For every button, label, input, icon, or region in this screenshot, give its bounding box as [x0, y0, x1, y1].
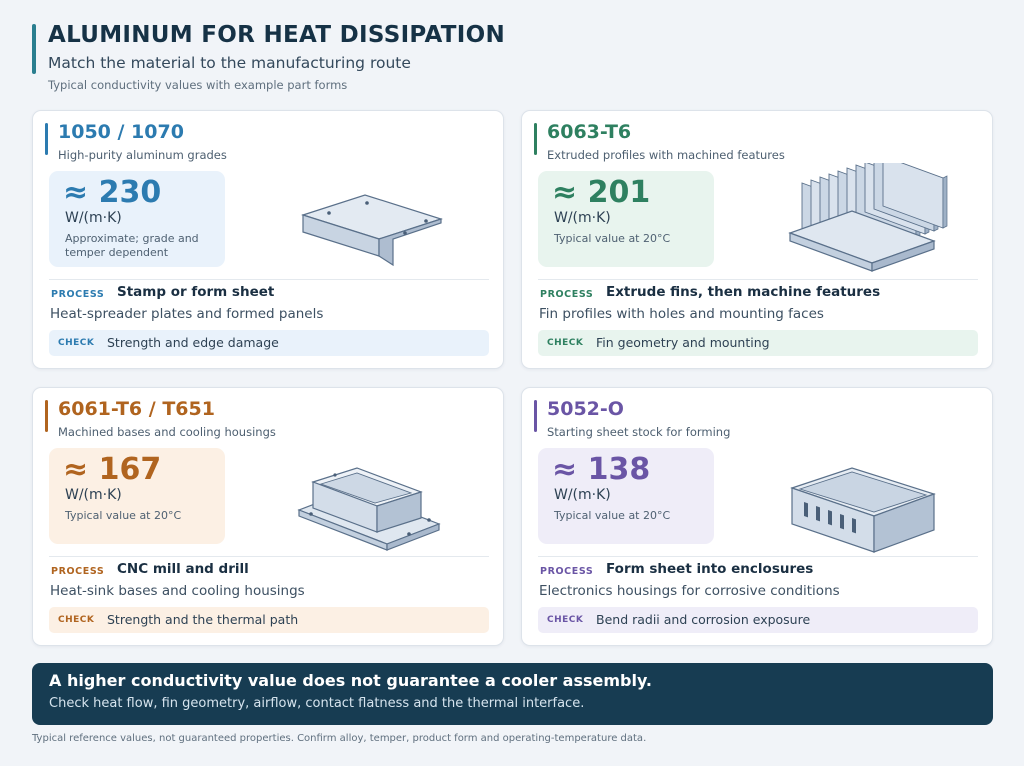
conductivity-box: ≈ 138 W/(m·K) Typical value at 20°C	[538, 448, 714, 544]
card-6063-t6: 6063-T6 Extruded profiles with machined …	[521, 110, 993, 369]
check-label: CHECK	[58, 338, 95, 348]
conductivity-box: ≈ 230 W/(m·K) Approximate; grade and tem…	[49, 171, 225, 267]
conductivity-value: ≈ 201	[552, 175, 651, 210]
page-title: ALUMINUM FOR HEAT DISSIPATION	[48, 22, 506, 48]
card-accent-bar	[45, 400, 48, 432]
callout-title: A higher conductivity value does not gua…	[49, 671, 653, 690]
card-accent-bar	[534, 400, 537, 432]
process-method: Extrude fins, then machine features	[606, 284, 881, 300]
page-header: ALUMINUM FOR HEAT DISSIPATION Match the …	[32, 22, 932, 94]
check-row: CHECK Bend radii and corrosion exposure	[538, 607, 978, 633]
page-subtitle: Match the material to the manufacturing …	[48, 54, 411, 72]
conductivity-unit: W/(m·K)	[554, 210, 611, 226]
callout-text: Check heat flow, fin geometry, airflow, …	[49, 696, 585, 711]
check-row: CHECK Strength and edge damage	[49, 330, 489, 356]
check-text: Bend radii and corrosion exposure	[596, 612, 811, 627]
page-caption: Typical conductivity values with example…	[48, 78, 348, 92]
check-row: CHECK Strength and the thermal path	[49, 607, 489, 633]
process-description: Fin profiles with holes and mounting fac…	[539, 306, 824, 322]
conductivity-box: ≈ 201 W/(m·K) Typical value at 20°C	[538, 171, 714, 267]
header-accent-bar	[32, 24, 36, 74]
process-label: PROCESS	[51, 289, 105, 300]
conductivity-unit: W/(m·K)	[554, 487, 611, 503]
check-text: Fin geometry and mounting	[596, 335, 770, 350]
process-method: CNC mill and drill	[117, 561, 249, 577]
process-label: PROCESS	[540, 566, 594, 577]
card-1050-1070: 1050 / 1070 High-purity aluminum grades …	[32, 110, 504, 369]
formed-plate-icon	[301, 194, 443, 267]
conductivity-unit: W/(m·K)	[65, 487, 122, 503]
check-label: CHECK	[547, 338, 584, 348]
card-title: 5052-O	[547, 398, 624, 420]
conductivity-note: Typical value at 20°C	[554, 232, 671, 245]
card-divider	[538, 279, 978, 280]
card-title: 6061-T6 / T651	[58, 398, 215, 420]
card-subtitle: Extruded profiles with machined features	[547, 148, 785, 162]
card-5052-o: 5052-O Starting sheet stock for forming …	[521, 387, 993, 646]
card-title: 6063-T6	[547, 121, 632, 143]
card-divider	[49, 556, 489, 557]
key-takeaway-callout: A higher conductivity value does not gua…	[32, 663, 993, 725]
card-title: 1050 / 1070	[58, 121, 184, 143]
conductivity-note: Approximate; grade and temper dependent	[65, 232, 199, 259]
heat-sink-fins-icon	[788, 163, 948, 272]
process-label: PROCESS	[51, 566, 105, 577]
conductivity-value: ≈ 167	[63, 452, 162, 487]
conductivity-note: Typical value at 20°C	[65, 509, 182, 522]
conductivity-box: ≈ 167 W/(m·K) Typical value at 20°C	[49, 448, 225, 544]
footer-disclaimer: Typical reference values, not guaranteed…	[32, 733, 647, 744]
machined-housing-icon	[297, 467, 441, 551]
check-text: Strength and edge damage	[107, 335, 279, 350]
process-method: Stamp or form sheet	[117, 284, 275, 300]
card-subtitle: Starting sheet stock for forming	[547, 425, 731, 439]
card-accent-bar	[534, 123, 537, 155]
card-6061-t6-t651: 6061-T6 / T651 Machined bases and coolin…	[32, 387, 504, 646]
process-label: PROCESS	[540, 289, 594, 300]
card-divider	[49, 279, 489, 280]
check-label: CHECK	[58, 615, 95, 625]
conductivity-value: ≈ 138	[552, 452, 651, 487]
check-label: CHECK	[547, 615, 584, 625]
card-subtitle: High-purity aluminum grades	[58, 148, 227, 162]
process-description: Electronics housings for corrosive condi…	[539, 583, 840, 599]
process-description: Heat-spreader plates and formed panels	[50, 306, 324, 322]
conductivity-unit: W/(m·K)	[65, 210, 122, 226]
sheet-enclosure-icon	[790, 467, 936, 553]
card-accent-bar	[45, 123, 48, 155]
process-description: Heat-sink bases and cooling housings	[50, 583, 305, 599]
conductivity-value: ≈ 230	[63, 175, 162, 210]
check-text: Strength and the thermal path	[107, 612, 299, 627]
check-row: CHECK Fin geometry and mounting	[538, 330, 978, 356]
card-divider	[538, 556, 978, 557]
process-method: Form sheet into enclosures	[606, 561, 814, 577]
card-subtitle: Machined bases and cooling housings	[58, 425, 276, 439]
conductivity-note: Typical value at 20°C	[554, 509, 671, 522]
